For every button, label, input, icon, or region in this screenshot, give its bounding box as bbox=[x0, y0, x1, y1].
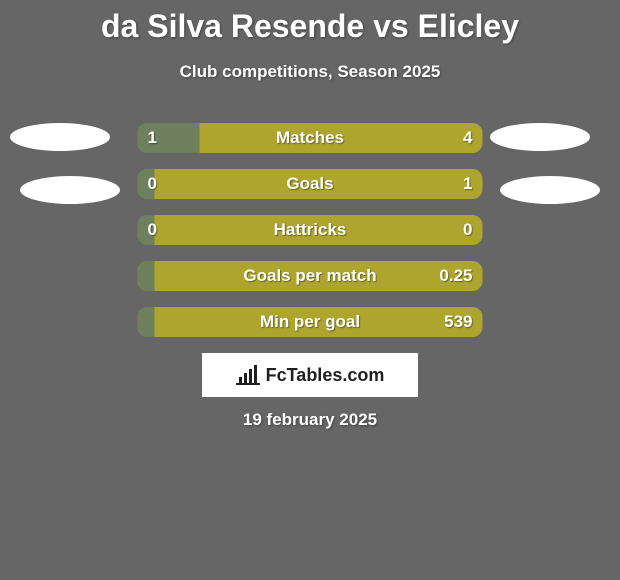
decor-ellipse bbox=[20, 176, 120, 204]
stat-label: Min per goal bbox=[260, 312, 360, 332]
stat-right-value: 0 bbox=[463, 220, 472, 240]
stat-label: Goals per match bbox=[243, 266, 376, 286]
stat-left-value: 1 bbox=[148, 128, 157, 148]
stat-row: Goals per match 0.25 bbox=[138, 261, 483, 291]
decor-ellipse bbox=[10, 123, 110, 151]
stat-row: Min per goal 539 bbox=[138, 307, 483, 337]
stat-right-value: 539 bbox=[444, 312, 472, 332]
stat-row: 0 Goals 1 bbox=[138, 169, 483, 199]
logo-text: FcTables.com bbox=[266, 365, 385, 386]
stat-right-value: 1 bbox=[463, 174, 472, 194]
stat-row: 0 Hattricks 0 bbox=[138, 215, 483, 245]
subtitle: Club competitions, Season 2025 bbox=[180, 62, 441, 82]
stat-left-value: 0 bbox=[148, 174, 157, 194]
stat-label: Hattricks bbox=[274, 220, 347, 240]
stat-label: Goals bbox=[286, 174, 333, 194]
stage: da Silva Resende vs Elicley Club competi… bbox=[0, 0, 620, 580]
stat-row-fill bbox=[138, 307, 155, 337]
stat-right-value: 0.25 bbox=[439, 266, 472, 286]
stat-label: Matches bbox=[276, 128, 344, 148]
decor-ellipse bbox=[490, 123, 590, 151]
stat-row-fill bbox=[138, 261, 155, 291]
stat-right-value: 4 bbox=[463, 128, 472, 148]
date-text: 19 february 2025 bbox=[243, 410, 377, 430]
chart-bar-icon bbox=[236, 365, 260, 385]
page-title: da Silva Resende vs Elicley bbox=[101, 8, 519, 45]
logo-box: FcTables.com bbox=[202, 353, 418, 397]
stat-row: 1 Matches 4 bbox=[138, 123, 483, 153]
stat-left-value: 0 bbox=[148, 220, 157, 240]
decor-ellipse bbox=[500, 176, 600, 204]
